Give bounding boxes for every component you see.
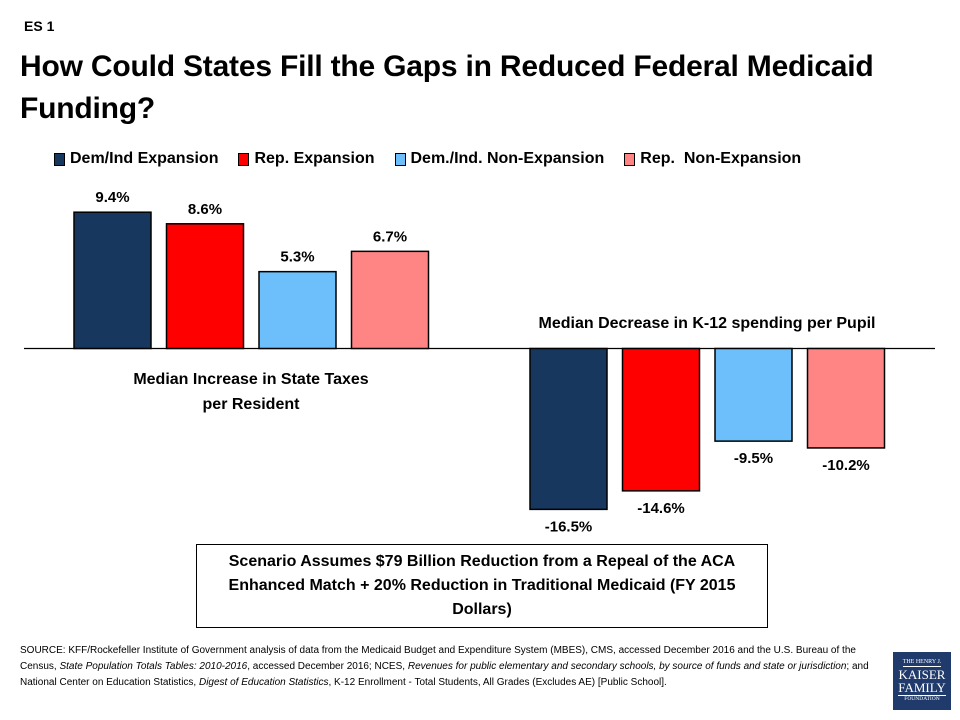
logo-line: KAISER [898, 667, 946, 683]
source-italic: Revenues for public elementary and secon… [407, 661, 847, 672]
legend-item-rep-expansion: Rep. Expansion [238, 150, 375, 168]
legend-item-dem-ind-non-expansion: Dem./Ind. Non-Expansion [394, 150, 605, 168]
legend-label: Rep. Expansion [254, 150, 375, 167]
source-italic: State Population Totals Tables: 2010-201… [59, 661, 248, 672]
bar-k12-3 [806, 347, 886, 449]
legend-label: Rep. Non-Expansion [640, 150, 802, 167]
source-text: SOURCE: KFF/Rockefeller Institute of Gov… [20, 645, 856, 672]
bar-tax-1 [165, 223, 245, 350]
data-label: 8.6% [188, 201, 222, 218]
data-label: 5.3% [280, 249, 314, 266]
slide-tag: ES 1 [24, 18, 55, 34]
bar-tax-2 [258, 270, 337, 350]
source-text: ; and National Center on Education Stati… [20, 661, 869, 688]
bar-k12-1 [621, 347, 701, 492]
logo-line: FAMILY [898, 680, 946, 697]
bar-k12-2 [714, 347, 793, 442]
legend-label: Dem/Ind Expansion [70, 150, 219, 167]
slide-title: How Could States Fill the Gaps in Reduce… [20, 50, 874, 125]
bar-tax-3 [350, 250, 430, 350]
source-citation: SOURCE: KFF/Rockefeller Institute of Gov… [20, 643, 880, 691]
source-text: , accessed December 2016; NCES, [247, 661, 408, 672]
legend-item-dem-ind-expansion: Dem/Ind Expansion [54, 150, 218, 168]
bar-k12-0 [529, 347, 608, 511]
legend-item-rep-non-expansion: Rep. Non-Expansion [624, 150, 801, 168]
chart-legend: Dem/Ind Expansion Rep. Expansion Dem./In… [54, 150, 801, 168]
legend-label: Dem./Ind. Non-Expansion [410, 150, 605, 167]
logo-line: THE HENRY J. [902, 659, 942, 668]
legend-swatch-rep-non-expansion [624, 152, 636, 166]
source-italic: Digest of Education Statistics [198, 677, 329, 688]
legend-swatch-rep-expansion [238, 152, 250, 166]
data-label: -16.5% [545, 518, 593, 535]
data-label: -14.6% [637, 500, 685, 517]
bar-tax-0 [73, 211, 152, 350]
data-label: -9.5% [734, 450, 773, 467]
group-label-tax: Median Increase in State Taxes [133, 371, 368, 388]
data-label: 6.7% [373, 228, 407, 245]
scenario-note-text: Scenario Assumes $79 Billion Reduction f… [228, 553, 736, 618]
legend-swatch-dem-ind-expansion [54, 152, 65, 166]
source-text: , K-12 Enrollment - Total Students, All … [328, 677, 667, 688]
logo-line: FOUNDATION [904, 696, 940, 703]
scenario-note-box: Scenario Assumes $79 Billion Reduction f… [196, 544, 768, 628]
group-label-k12: Median Decrease in K-12 spending per Pup… [539, 315, 876, 332]
legend-swatch-dem-ind-non-expansion [394, 152, 406, 166]
kaiser-family-foundation-logo: THE HENRY J. KAISER FAMILY FOUNDATION [893, 652, 951, 710]
data-label: 9.4% [95, 189, 129, 206]
bar-chart: 9.4% -16.5% 8.6% -14.6% 5.3% -9.5% 6.7% -10.2% M… [24, 189, 935, 535]
group-label-tax: per Resident [203, 396, 301, 413]
data-label: -10.2% [822, 457, 870, 474]
